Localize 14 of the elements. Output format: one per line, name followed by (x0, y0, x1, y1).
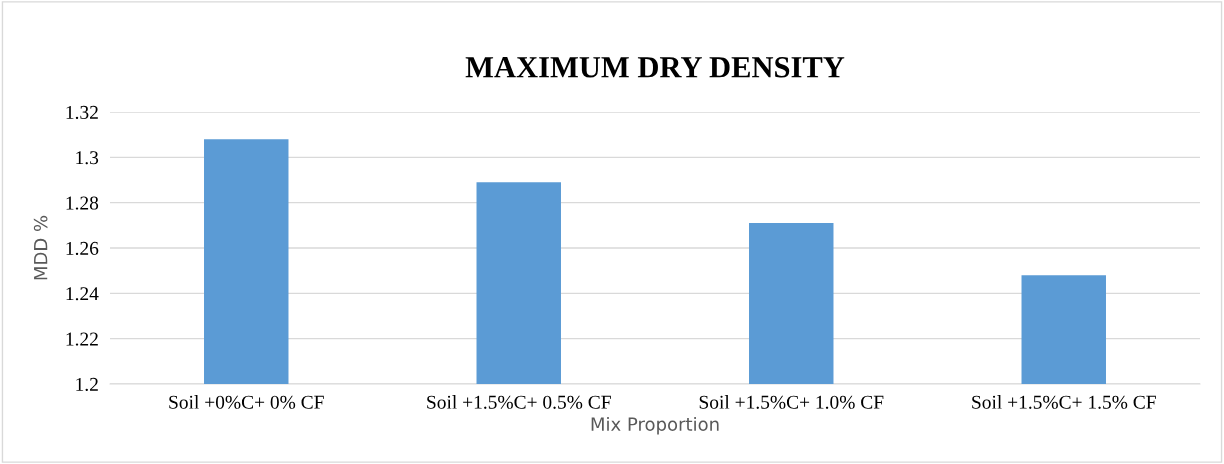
y-tick-label: 1.2 (76, 377, 98, 392)
x-axis-title: Mix Proportion (591, 416, 719, 435)
x-tick-label: Soil +1.5%C+ 0.5% CF (427, 395, 611, 409)
chart-title: MAXIMUM DRY DENSITY (465, 57, 845, 78)
y-tick-label: 1.32 (66, 105, 98, 120)
y-tick-label: 1.22 (66, 332, 98, 346)
y-tick-label: 1.24 (66, 287, 99, 301)
x-tick-label: Soil +1.5%C+ 1.0% CF (699, 395, 884, 409)
x-tick-label: Soil +1.5%C+ 1.5% CF (972, 395, 1156, 409)
y-tick-label: 1.26 (66, 241, 99, 256)
y-axis-title: MDD % (33, 215, 48, 280)
x-tick-label: Soil +0%C+ 0% CF (169, 395, 324, 409)
y-tick-label: 1.3 (76, 151, 99, 165)
y-tick-label: 1.28 (66, 196, 99, 210)
